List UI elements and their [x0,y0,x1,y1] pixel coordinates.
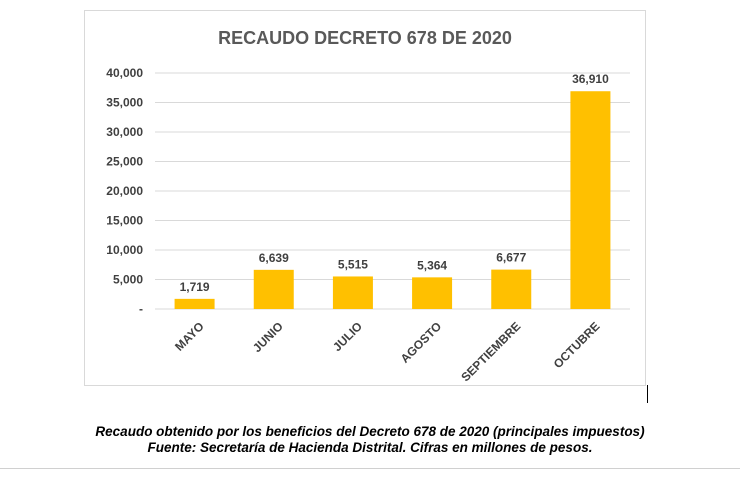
data-label: 6,639 [259,251,289,265]
x-category-label: OCTUBRE [551,319,603,371]
y-tick-label: 30,000 [106,125,143,139]
caption-line-2: Fuente: Secretaría de Hacienda Distrital… [147,440,593,455]
x-category-label: AGOSTO [398,319,445,366]
data-label: 6,677 [496,251,526,265]
gridlines [155,72,630,310]
x-category-label: SEPTIEMBRE [458,319,523,384]
bar [332,276,373,309]
bottom-divider [0,468,740,469]
bar [491,269,532,309]
edge-mark [647,385,648,403]
bar [570,91,611,309]
bar [174,298,215,309]
y-tick-label: 15,000 [106,214,143,228]
y-tick-label: 40,000 [106,66,143,80]
bar [253,269,294,309]
bar [412,277,453,309]
y-tick-label: 25,000 [106,155,143,169]
chart-container: RECAUDO DECRETO 678 DE 2020 - 5,000 10,000… [84,10,646,386]
figure-caption: Recaudo obtenido por los beneficios del … [0,424,740,456]
y-tick-label: 10,000 [106,243,143,257]
data-label: 36,910 [572,72,609,86]
y-axis-ticks: - 5,000 10,000 15,000 20,000 25,000 30,000 35,0… [106,66,143,316]
x-category-label: MAYO [172,319,207,354]
chart-title: RECAUDO DECRETO 678 DE 2020 [218,28,512,48]
data-label: 5,515 [338,257,368,271]
data-label: 1,719 [180,280,210,294]
y-tick-label: 5,000 [113,273,143,287]
y-tick-label: 35,000 [106,96,143,110]
caption-line-1: Recaudo obtenido por los beneficios del … [95,424,645,439]
data-label: 5,364 [417,258,447,272]
data-labels: 1,719 6,639 5,515 5,364 6,677 36,910 [180,72,610,294]
y-tick-label: - [139,302,143,316]
x-category-label: JUNIO [250,319,286,355]
y-tick-label: 20,000 [106,184,143,198]
x-axis-categories: MAYO JUNIO JULIO AGOSTO SEPTIEMBRE OCTUBRE [172,319,602,384]
x-category-label: JULIO [330,319,365,354]
bars [174,91,611,309]
bar-chart: RECAUDO DECRETO 678 DE 2020 - 5,000 10,000… [106,28,630,384]
